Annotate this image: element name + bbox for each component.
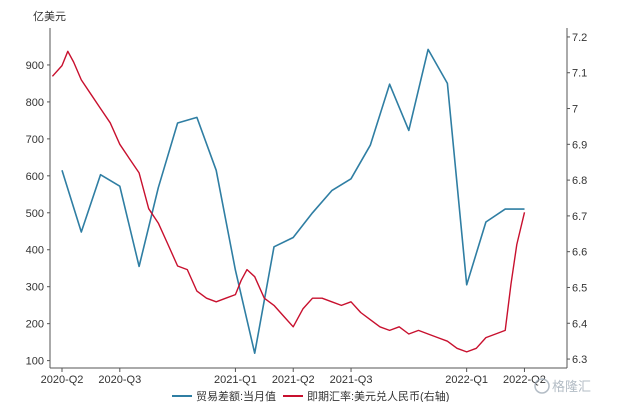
left-tick-label: 100 bbox=[26, 356, 44, 368]
legend: 贸易差额:当月值 即期汇率:美元兑人民币(右轴) bbox=[172, 389, 449, 402]
x-axis-ticks: 2020-Q2 2020-Q3 2021-Q1 2021-Q2 2021-Q3 2022-… bbox=[41, 368, 546, 386]
right-tick-label: 6.9 bbox=[572, 139, 587, 151]
right-axis-ticks: 6.3 6.4 6.5 6.6 6.7 6.8 6.9 7 7.1 7.2 bbox=[567, 32, 587, 366]
x-tick-label: 2021-Q3 bbox=[330, 374, 373, 386]
right-tick-label: 6.8 bbox=[572, 175, 587, 187]
x-tick-label: 2022-Q1 bbox=[445, 374, 488, 386]
series-layer bbox=[51, 48, 526, 355]
left-tick-label: 300 bbox=[26, 282, 44, 294]
x-tick-label: 2021-Q2 bbox=[272, 374, 315, 386]
legend-label-exchange-rate: 即期汇率:美元兑人民币(右轴) bbox=[307, 389, 449, 402]
right-tick-label: 7.2 bbox=[572, 32, 587, 44]
left-axis-ticks: 100 200 300 400 500 600 700 800 900 bbox=[26, 60, 50, 368]
left-tick-label: 700 bbox=[26, 134, 44, 146]
right-tick-label: 7.1 bbox=[572, 68, 587, 80]
legend-label-trade-balance: 贸易差额:当月值 bbox=[196, 389, 276, 402]
left-tick-label: 600 bbox=[26, 171, 44, 183]
x-tick-label: 2021-Q1 bbox=[214, 374, 257, 386]
left-tick-label: 400 bbox=[26, 245, 44, 257]
right-tick-label: 7 bbox=[572, 104, 578, 116]
series-line-exchange-rate bbox=[51, 50, 526, 353]
right-tick-label: 6.6 bbox=[572, 247, 587, 259]
watermark-text: 格隆汇 bbox=[552, 379, 591, 394]
left-tick-label: 900 bbox=[26, 60, 44, 72]
axes bbox=[49, 28, 568, 369]
left-axis-unit: 亿美元 bbox=[33, 10, 66, 23]
series-line-trade-balance bbox=[61, 48, 525, 355]
right-tick-label: 6.3 bbox=[572, 354, 587, 366]
left-tick-label: 200 bbox=[26, 319, 44, 331]
right-tick-label: 6.5 bbox=[572, 282, 587, 294]
right-tick-label: 6.4 bbox=[572, 318, 587, 330]
x-tick-label: 2020-Q2 bbox=[41, 374, 84, 386]
left-tick-label: 500 bbox=[26, 208, 44, 220]
watermark: 格隆汇 bbox=[534, 378, 591, 394]
right-tick-label: 6.7 bbox=[572, 211, 587, 223]
watermark-logo-icon bbox=[534, 378, 550, 394]
x-tick-label: 2020-Q3 bbox=[98, 374, 141, 386]
left-tick-label: 800 bbox=[26, 97, 44, 109]
